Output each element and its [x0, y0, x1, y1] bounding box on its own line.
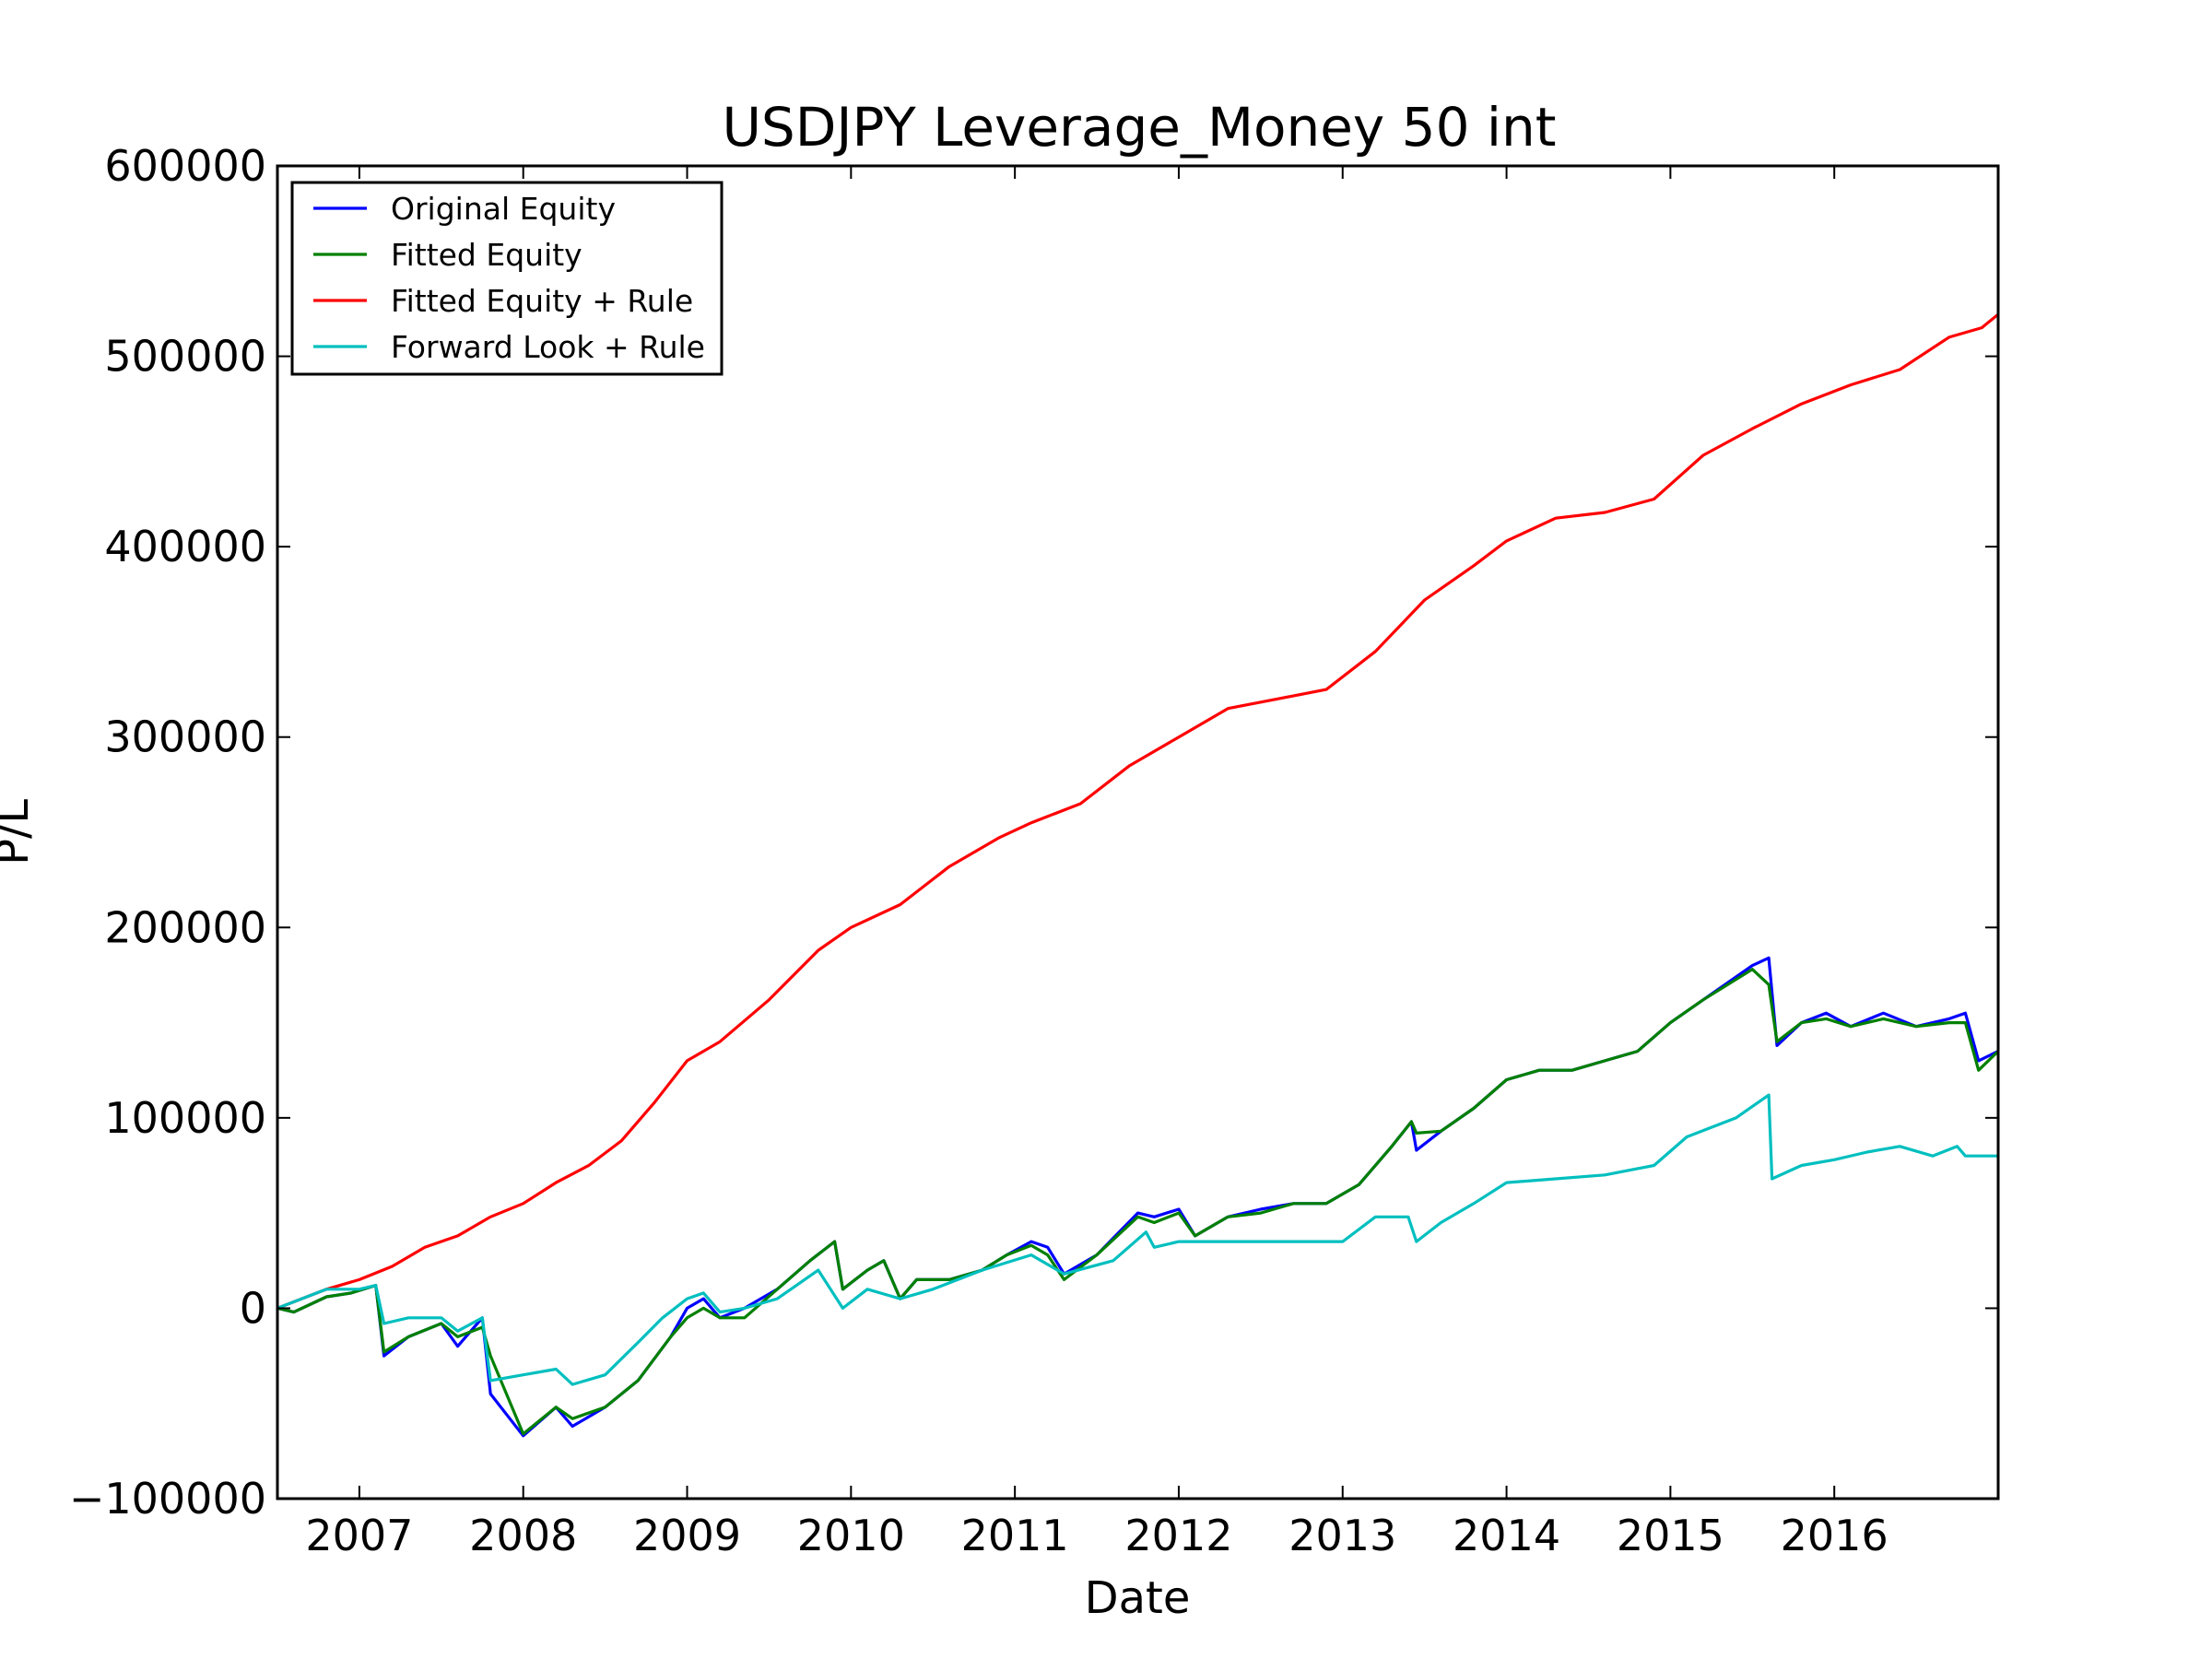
y-tick-label: 400000 [104, 522, 266, 571]
x-tick-label: 2013 [1288, 1511, 1396, 1560]
legend-label: Fitted Equity + Rule [391, 283, 693, 319]
x-axis-label: Date [1085, 1572, 1191, 1624]
y-tick-label: 200000 [104, 902, 266, 952]
x-tick-label: 2009 [633, 1511, 741, 1560]
legend-label: Original Equity [391, 191, 616, 227]
x-tick-label: 2015 [1617, 1511, 1724, 1560]
y-tick-label: 300000 [104, 712, 266, 762]
legend-label: Fitted Equity [391, 237, 582, 273]
x-tick-label: 2008 [469, 1511, 577, 1560]
y-tick-label: 0 [240, 1283, 266, 1333]
x-tick-label: 2011 [961, 1511, 1069, 1560]
tick-layer: 2007 2008 2009 2010 2011 2012 2013 2014 2015 2016… [69, 141, 1998, 1560]
y-tick-label: 100000 [104, 1093, 266, 1143]
y-axis-label: P/L [0, 799, 39, 865]
x-tick-label: 2014 [1453, 1511, 1560, 1560]
legend-label: Forward Look + Rule [391, 329, 705, 365]
series-line-3 [277, 1093, 1998, 1386]
series-line-1 [277, 968, 1998, 1436]
y-tick-label: −100000 [69, 1474, 266, 1524]
legend-box [290, 181, 724, 376]
series-layer [277, 312, 1998, 1438]
x-tick-label: 2010 [797, 1511, 905, 1560]
x-tick-label: 2007 [305, 1511, 413, 1560]
chart-title: USDJPY Leverage_Money 50 int [722, 96, 1556, 159]
series-line-2 [277, 312, 1998, 1310]
legend: Original Equity Fitted Equity Fitted Equit… [290, 181, 724, 376]
y-tick-label: 500000 [104, 332, 266, 382]
plot-frame [276, 164, 2000, 1500]
x-tick-label: 2016 [1781, 1511, 1888, 1560]
y-tick-label: 600000 [104, 141, 266, 191]
x-tick-label: 2012 [1124, 1511, 1232, 1560]
